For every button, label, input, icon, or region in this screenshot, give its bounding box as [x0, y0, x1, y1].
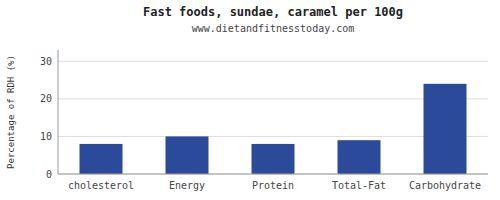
- bar: [424, 84, 467, 174]
- subtitle: www.dietandfitnesstoday.com: [192, 23, 355, 34]
- bar: [80, 144, 123, 174]
- y-tick-label: 0: [46, 169, 52, 180]
- y-axis-label: Percentage of RDH (%): [6, 55, 16, 169]
- x-tick-label: cholesterol: [68, 180, 134, 191]
- bar: [166, 136, 209, 174]
- chart-container: Fast foods, sundae, caramel per 100g www.…: [0, 0, 500, 200]
- y-tick-label: 30: [40, 56, 52, 67]
- x-axis: cholesterol Energy Protein Total-Fat Carbohy…: [58, 174, 488, 191]
- page: {"chart_data": {"type": "bar", "title": …: [0, 0, 500, 200]
- x-tick-label: Energy: [169, 180, 205, 191]
- bar: [252, 144, 295, 174]
- x-tick-label: Carbohydrate: [409, 180, 481, 191]
- y-tick-label: 10: [40, 131, 52, 142]
- background: [0, 0, 500, 200]
- x-tick-label: Total-Fat: [332, 180, 386, 191]
- title: Fast foods, sundae, caramel per 100g: [143, 5, 403, 19]
- bar: [338, 140, 381, 174]
- y-axis: 0 10 20 30: [40, 50, 58, 180]
- chart-svg: Fast foods, sundae, caramel per 100g www.…: [0, 0, 500, 200]
- x-tick-label: Protein: [252, 180, 294, 191]
- y-tick-label: 20: [40, 93, 52, 104]
- grid: [58, 61, 488, 174]
- bars: [80, 84, 467, 174]
- grid-line: [58, 174, 488, 175]
- grid-line: [58, 61, 488, 62]
- x-axis-line: [58, 174, 488, 175]
- y-axis-line: [58, 50, 59, 174]
